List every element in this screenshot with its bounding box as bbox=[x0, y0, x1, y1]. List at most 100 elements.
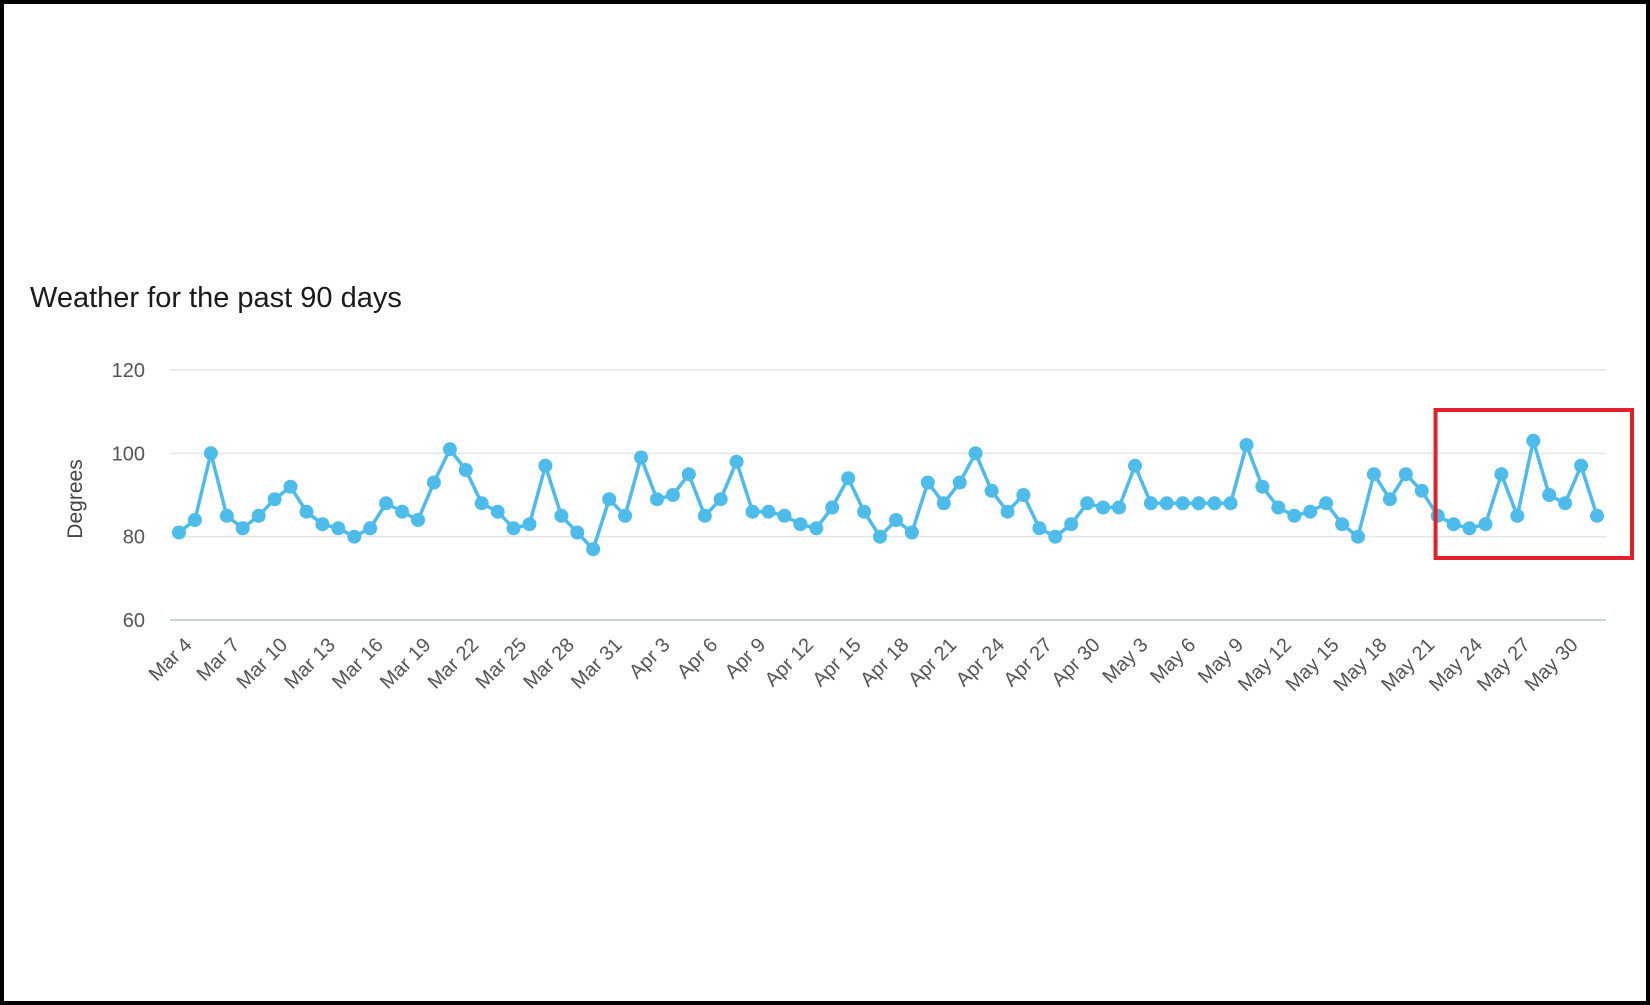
x-tick-label: Mar 28 bbox=[519, 634, 579, 694]
data-point bbox=[411, 513, 425, 527]
data-point bbox=[1542, 488, 1557, 502]
data-point bbox=[426, 475, 441, 490]
data-point bbox=[1398, 467, 1413, 482]
x-tick-label: May 24 bbox=[1425, 634, 1487, 696]
data-point bbox=[618, 508, 633, 523]
data-point bbox=[283, 479, 298, 494]
data-point bbox=[857, 504, 872, 519]
x-tick-label: Mar 31 bbox=[567, 634, 627, 694]
data-point bbox=[1207, 496, 1222, 511]
data-point bbox=[1382, 492, 1397, 507]
data-point bbox=[1335, 517, 1350, 532]
data-point bbox=[777, 508, 792, 523]
data-point bbox=[761, 504, 776, 519]
data-point bbox=[1319, 496, 1334, 511]
data-point bbox=[841, 471, 856, 486]
data-point bbox=[219, 508, 234, 523]
x-tick-label: May 18 bbox=[1330, 634, 1392, 696]
data-point bbox=[1351, 529, 1365, 544]
data-point bbox=[1271, 500, 1286, 515]
chart-frame: Weather for the past 90 days 120 100 80 60 D… bbox=[4, 4, 1646, 1001]
data-point bbox=[697, 508, 712, 523]
x-tick-label: Apr 3 bbox=[625, 634, 674, 683]
data-point bbox=[1430, 508, 1445, 523]
data-point bbox=[1510, 508, 1525, 523]
data-point bbox=[873, 529, 887, 544]
data-point bbox=[570, 525, 585, 540]
data-point bbox=[1143, 496, 1158, 511]
data-point bbox=[634, 450, 648, 465]
data-point bbox=[1223, 496, 1238, 511]
x-tick-label: Mar 22 bbox=[424, 634, 484, 694]
data-point bbox=[1080, 496, 1095, 511]
y-axis-label: Degrees bbox=[64, 459, 87, 538]
x-tick-label: Mar 25 bbox=[472, 634, 532, 694]
data-point bbox=[347, 529, 362, 544]
data-point bbox=[889, 513, 903, 527]
data-point bbox=[920, 475, 935, 490]
x-tick-label: Apr 27 bbox=[1000, 634, 1057, 691]
data-point bbox=[363, 521, 378, 536]
data-point bbox=[936, 496, 951, 511]
data-point bbox=[825, 500, 840, 515]
data-point bbox=[1096, 500, 1111, 515]
x-tick-label: Mar 16 bbox=[328, 634, 388, 694]
data-point bbox=[1159, 496, 1174, 511]
data-point bbox=[665, 488, 680, 502]
x-tick-label: Mar 19 bbox=[376, 634, 436, 694]
data-point bbox=[713, 492, 728, 507]
x-tick-label: Apr 12 bbox=[761, 634, 818, 691]
data-point bbox=[1494, 467, 1509, 482]
x-tick-label: Mar 4 bbox=[145, 634, 197, 686]
data-point bbox=[1016, 488, 1031, 502]
data-point bbox=[602, 492, 617, 507]
data-point bbox=[1128, 458, 1142, 473]
data-point bbox=[203, 446, 218, 461]
data-point bbox=[952, 475, 967, 490]
highlight-box bbox=[1433, 408, 1634, 560]
x-tick-label: Apr 15 bbox=[808, 634, 865, 691]
data-point bbox=[729, 454, 744, 469]
data-point bbox=[793, 517, 808, 532]
data-point bbox=[554, 508, 569, 523]
x-tick-label: May 27 bbox=[1473, 634, 1535, 696]
data-point bbox=[984, 483, 999, 498]
data-point bbox=[490, 504, 505, 519]
data-point bbox=[251, 508, 266, 523]
data-point bbox=[586, 542, 601, 557]
data-point bbox=[1446, 517, 1461, 532]
data-point bbox=[172, 525, 186, 540]
x-tick-label: Mar 13 bbox=[280, 634, 340, 694]
data-point bbox=[235, 521, 250, 536]
x-tick-label: May 6 bbox=[1146, 634, 1200, 688]
data-point bbox=[1191, 496, 1206, 511]
data-point bbox=[331, 521, 346, 536]
data-point bbox=[299, 504, 314, 519]
data-point bbox=[1000, 504, 1015, 519]
data-point bbox=[681, 467, 696, 482]
x-tick-label: Mar 10 bbox=[233, 634, 293, 694]
data-point bbox=[1175, 496, 1190, 511]
x-tick-label: May 3 bbox=[1098, 634, 1152, 688]
y-tick-label: 60 bbox=[123, 610, 145, 632]
x-tick-label: Apr 6 bbox=[673, 634, 722, 683]
data-point bbox=[809, 521, 824, 536]
data-point bbox=[442, 442, 457, 457]
y-tick-label: 80 bbox=[123, 527, 145, 549]
x-tick-label: Apr 24 bbox=[952, 634, 1009, 691]
data-point bbox=[474, 496, 489, 511]
data-point bbox=[1287, 508, 1302, 523]
data-point bbox=[315, 517, 330, 532]
x-tick-label: May 30 bbox=[1521, 634, 1583, 696]
y-tick-label: 120 bbox=[112, 360, 145, 382]
data-point bbox=[1239, 438, 1254, 452]
chart-title: Weather for the past 90 days bbox=[30, 282, 402, 314]
data-point bbox=[1048, 529, 1063, 544]
data-point bbox=[1366, 467, 1381, 482]
x-tick-label: Apr 18 bbox=[856, 634, 913, 691]
data-point bbox=[522, 517, 537, 532]
data-point bbox=[187, 513, 202, 527]
data-point bbox=[1414, 483, 1429, 498]
data-point bbox=[1064, 517, 1079, 532]
